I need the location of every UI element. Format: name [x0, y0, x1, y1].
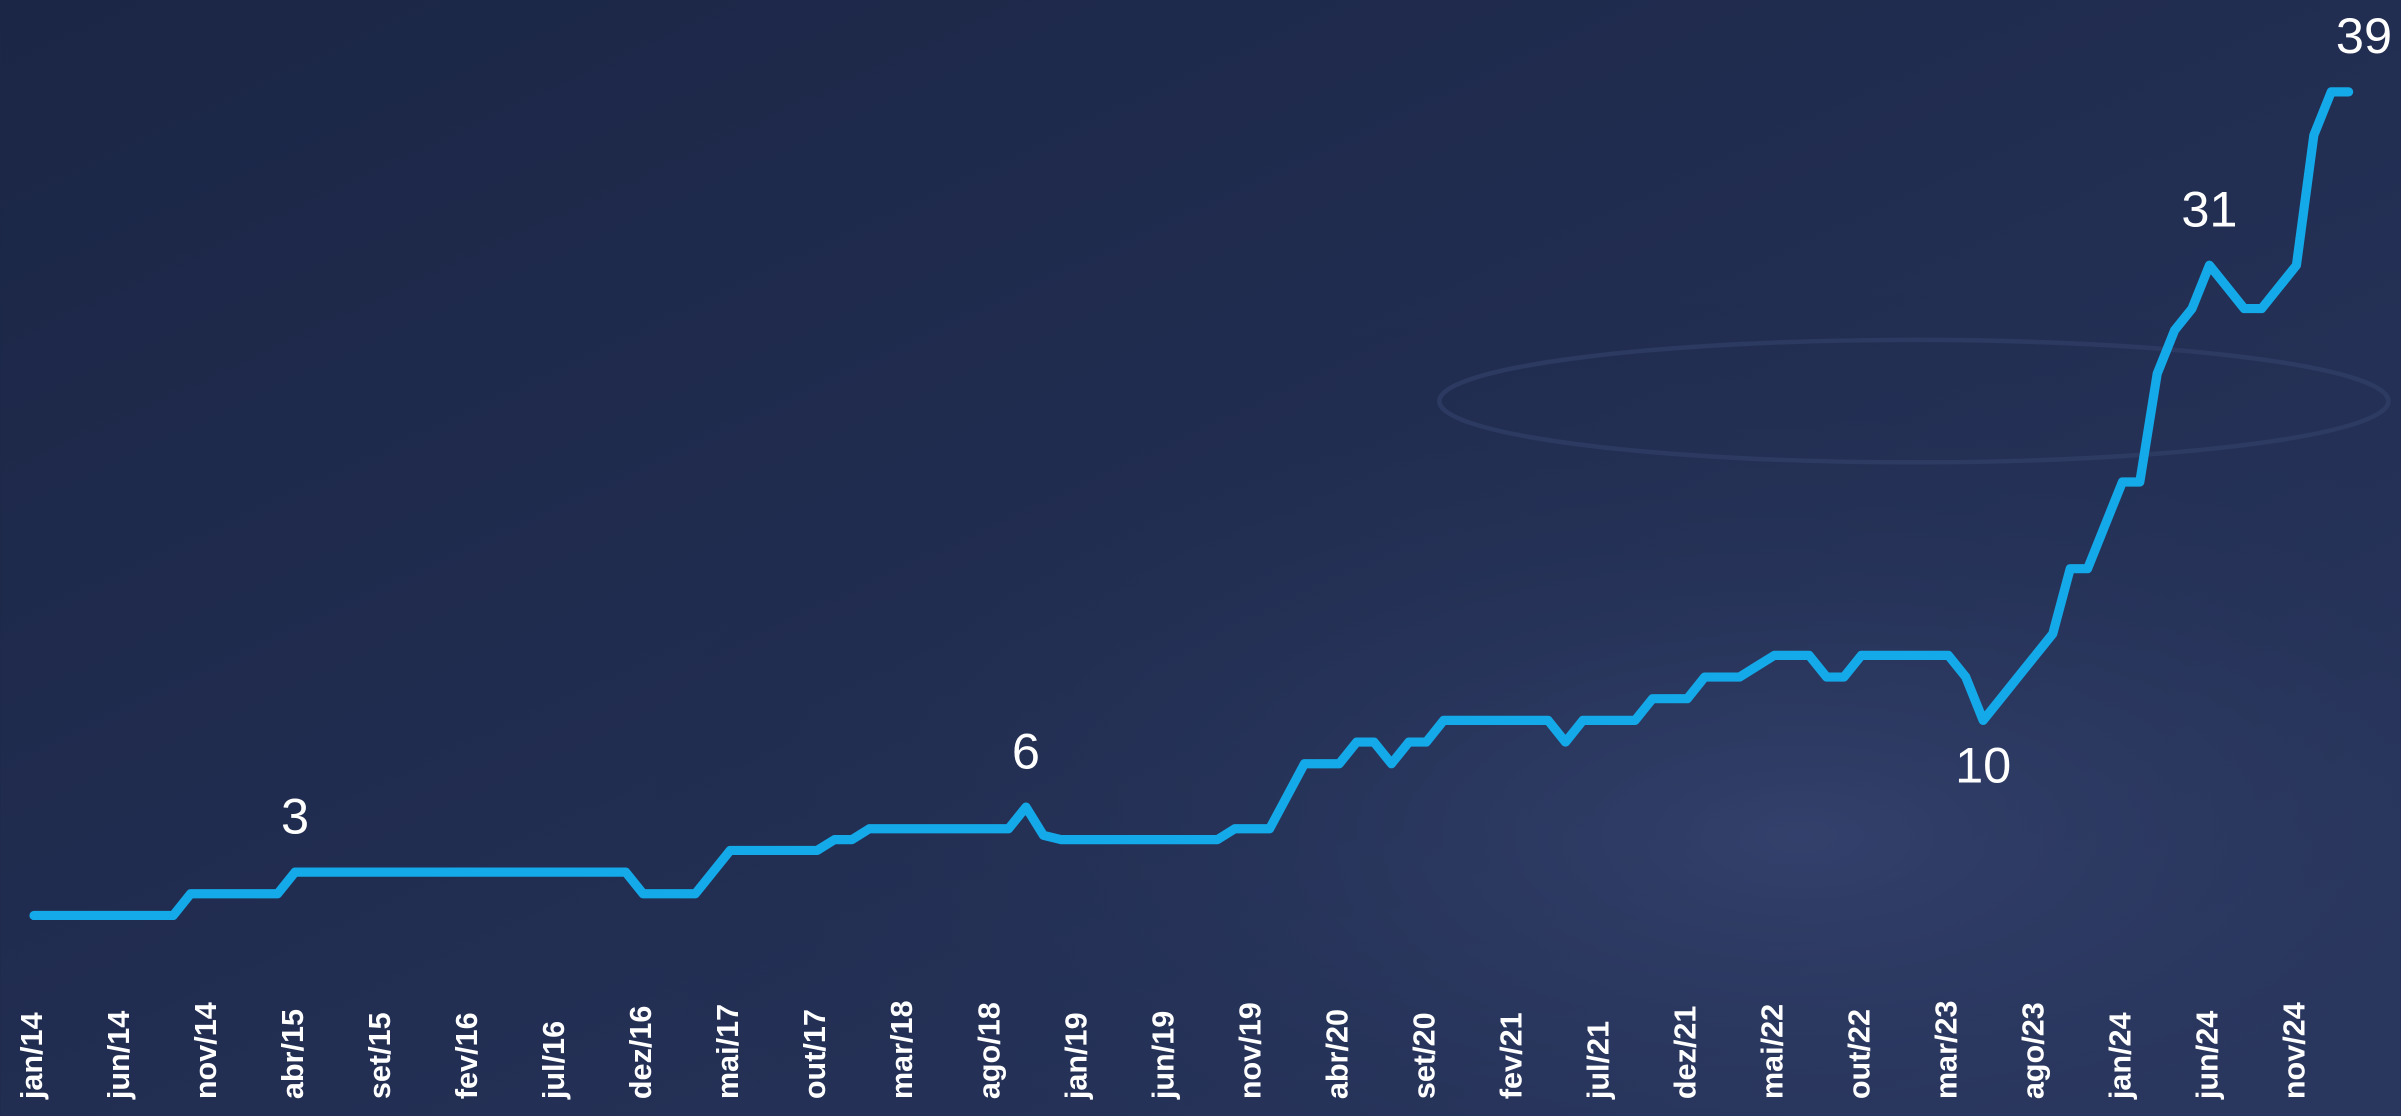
x-tick-label: out/22: [1842, 1009, 1876, 1099]
x-tick-label: out/17: [798, 1009, 832, 1099]
x-tick-label: fev/16: [450, 1012, 484, 1099]
chart: jan/14 jun/14 nov/14 abr/15 set/15 fev/16 jul/…: [0, 0, 2401, 1116]
x-tick-label: jan/14: [15, 1012, 49, 1100]
x-tick-label: set/15: [363, 1012, 397, 1099]
x-tick-label: nov/14: [189, 1002, 223, 1099]
x-tick-label: jan/19: [1059, 1012, 1093, 1100]
data-label: 10: [1955, 737, 2011, 794]
data-label: 31: [2181, 181, 2237, 238]
x-tick-label: nov/24: [2278, 1002, 2312, 1099]
x-tick-label: set/20: [1407, 1012, 1441, 1099]
x-tick-label: ago/18: [972, 1002, 1006, 1099]
x-tick-label: dez/16: [624, 1006, 658, 1100]
page: {"chart_data": {"type": "line", "categor…: [0, 0, 2401, 1116]
x-tick-label: mar/18: [885, 1000, 919, 1099]
x-tick-label: fev/21: [1494, 1012, 1528, 1099]
data-label: 3: [281, 787, 309, 844]
x-tick-label: dez/21: [1668, 1006, 1702, 1100]
x-tick-label: abr/15: [276, 1009, 310, 1099]
x-tick-label: mai/22: [1755, 1004, 1789, 1099]
x-tick-label: jun/19: [1146, 1011, 1180, 1100]
x-tick-label: jul/16: [537, 1021, 571, 1100]
x-tick-label: jun/24: [2191, 1011, 2225, 1100]
x-tick-label: jun/14: [102, 1011, 136, 1100]
data-label: 39: [2336, 7, 2392, 64]
x-tick-label: ago/23: [2016, 1002, 2050, 1099]
x-tick-label: nov/19: [1233, 1002, 1267, 1099]
x-tick-label: mar/23: [1929, 1000, 1963, 1099]
x-tick-label: jul/21: [1581, 1021, 1615, 1100]
background-glow: [0, 0, 2400, 1116]
x-tick-label: abr/20: [1320, 1009, 1354, 1099]
x-tick-label: mai/17: [711, 1004, 745, 1099]
x-tick-label: jan/24: [2103, 1012, 2137, 1100]
data-label: 6: [1012, 722, 1040, 779]
